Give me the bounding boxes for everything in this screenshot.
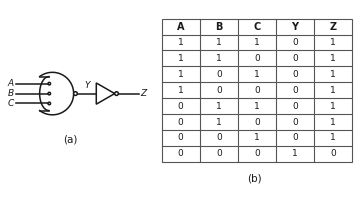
Text: 1: 1 — [330, 133, 336, 142]
Text: 0: 0 — [216, 133, 222, 142]
Text: 0: 0 — [216, 149, 222, 158]
Circle shape — [48, 82, 51, 85]
Text: 1: 1 — [330, 70, 336, 79]
Text: 1: 1 — [178, 86, 184, 95]
Text: (a): (a) — [64, 135, 78, 145]
Text: 1: 1 — [178, 38, 184, 47]
Text: 1: 1 — [292, 149, 298, 158]
Text: 1: 1 — [178, 70, 184, 79]
Circle shape — [48, 102, 51, 105]
Text: 1: 1 — [254, 38, 260, 47]
Text: 1: 1 — [178, 54, 184, 63]
Text: A: A — [8, 79, 14, 88]
Text: 1: 1 — [216, 54, 222, 63]
Circle shape — [48, 92, 51, 95]
Text: 0: 0 — [292, 102, 298, 111]
Text: 0: 0 — [330, 149, 336, 158]
Text: 1: 1 — [330, 54, 336, 63]
Text: 0: 0 — [178, 133, 184, 142]
Text: 0: 0 — [292, 133, 298, 142]
Text: 0: 0 — [254, 86, 260, 95]
Text: 0: 0 — [292, 38, 298, 47]
Text: 1: 1 — [216, 117, 222, 126]
Text: 0: 0 — [292, 86, 298, 95]
Text: 0: 0 — [216, 70, 222, 79]
Text: 1: 1 — [330, 86, 336, 95]
Text: 0: 0 — [178, 117, 184, 126]
Text: 1: 1 — [216, 38, 222, 47]
Bar — [162, 19, 352, 162]
Text: 0: 0 — [292, 70, 298, 79]
Text: 1: 1 — [254, 133, 260, 142]
Circle shape — [115, 92, 118, 95]
Text: 0: 0 — [254, 117, 260, 126]
Text: Z: Z — [140, 89, 146, 98]
Text: 0: 0 — [178, 102, 184, 111]
Text: C: C — [253, 21, 261, 32]
Text: (b): (b) — [247, 173, 262, 183]
Text: B: B — [215, 21, 222, 32]
Text: B: B — [8, 89, 14, 98]
Circle shape — [74, 92, 77, 95]
Text: Y: Y — [291, 21, 298, 32]
Text: 1: 1 — [330, 102, 336, 111]
Text: 1: 1 — [254, 102, 260, 111]
Text: 0: 0 — [292, 117, 298, 126]
Text: 1: 1 — [254, 70, 260, 79]
Text: 0: 0 — [292, 54, 298, 63]
Text: 0: 0 — [254, 149, 260, 158]
Text: 0: 0 — [178, 149, 184, 158]
Text: C: C — [8, 99, 14, 108]
Text: 0: 0 — [254, 54, 260, 63]
Text: Z: Z — [330, 21, 337, 32]
Text: 1: 1 — [216, 102, 222, 111]
Text: A: A — [177, 21, 184, 32]
Text: 0: 0 — [216, 86, 222, 95]
Text: 1: 1 — [330, 117, 336, 126]
Text: Y: Y — [84, 82, 90, 90]
Text: 1: 1 — [330, 38, 336, 47]
